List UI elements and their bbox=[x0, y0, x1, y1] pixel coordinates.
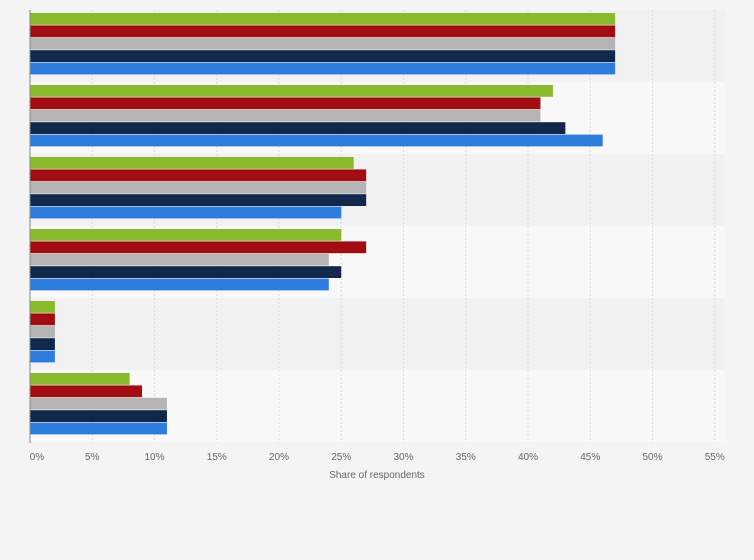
bar bbox=[30, 229, 342, 241]
bar bbox=[30, 194, 367, 206]
bar bbox=[30, 301, 55, 313]
bar bbox=[30, 253, 329, 266]
x-tick-label: 35% bbox=[456, 452, 476, 463]
x-tick-label: 5% bbox=[85, 452, 100, 463]
x-tick-label: 45% bbox=[580, 452, 600, 463]
bar bbox=[30, 25, 616, 38]
bar bbox=[30, 278, 329, 291]
bar bbox=[30, 338, 55, 350]
bar bbox=[30, 157, 354, 169]
x-tick-label: 0% bbox=[30, 452, 45, 463]
x-tick-label: 55% bbox=[705, 452, 725, 463]
x-tick-label: 40% bbox=[518, 452, 538, 463]
bar bbox=[30, 97, 541, 110]
x-tick-label: 50% bbox=[642, 452, 662, 463]
bar bbox=[30, 313, 55, 326]
bar bbox=[30, 181, 367, 194]
x-tick-label: 15% bbox=[207, 452, 227, 463]
bar bbox=[30, 241, 367, 254]
x-tick-label: 20% bbox=[269, 452, 289, 463]
bar bbox=[30, 397, 167, 410]
bar bbox=[30, 50, 616, 62]
x-tick-label: 30% bbox=[393, 452, 413, 463]
bar bbox=[30, 206, 342, 219]
bar bbox=[30, 422, 167, 435]
bar bbox=[30, 37, 616, 50]
bar bbox=[30, 122, 566, 134]
bar bbox=[30, 62, 616, 75]
x-tick-label: 25% bbox=[331, 452, 351, 463]
bar bbox=[30, 85, 553, 97]
bar bbox=[30, 13, 616, 25]
bar bbox=[30, 373, 130, 385]
bar bbox=[30, 350, 55, 363]
bar bbox=[30, 169, 367, 182]
x-axis-title: Share of respondents bbox=[329, 470, 425, 481]
bar bbox=[30, 325, 55, 338]
bar bbox=[30, 410, 167, 422]
category-band bbox=[30, 298, 725, 370]
bar bbox=[30, 109, 541, 122]
bar bbox=[30, 266, 342, 278]
bar bbox=[30, 134, 603, 147]
x-tick-label: 10% bbox=[144, 452, 164, 463]
bar bbox=[30, 385, 143, 398]
